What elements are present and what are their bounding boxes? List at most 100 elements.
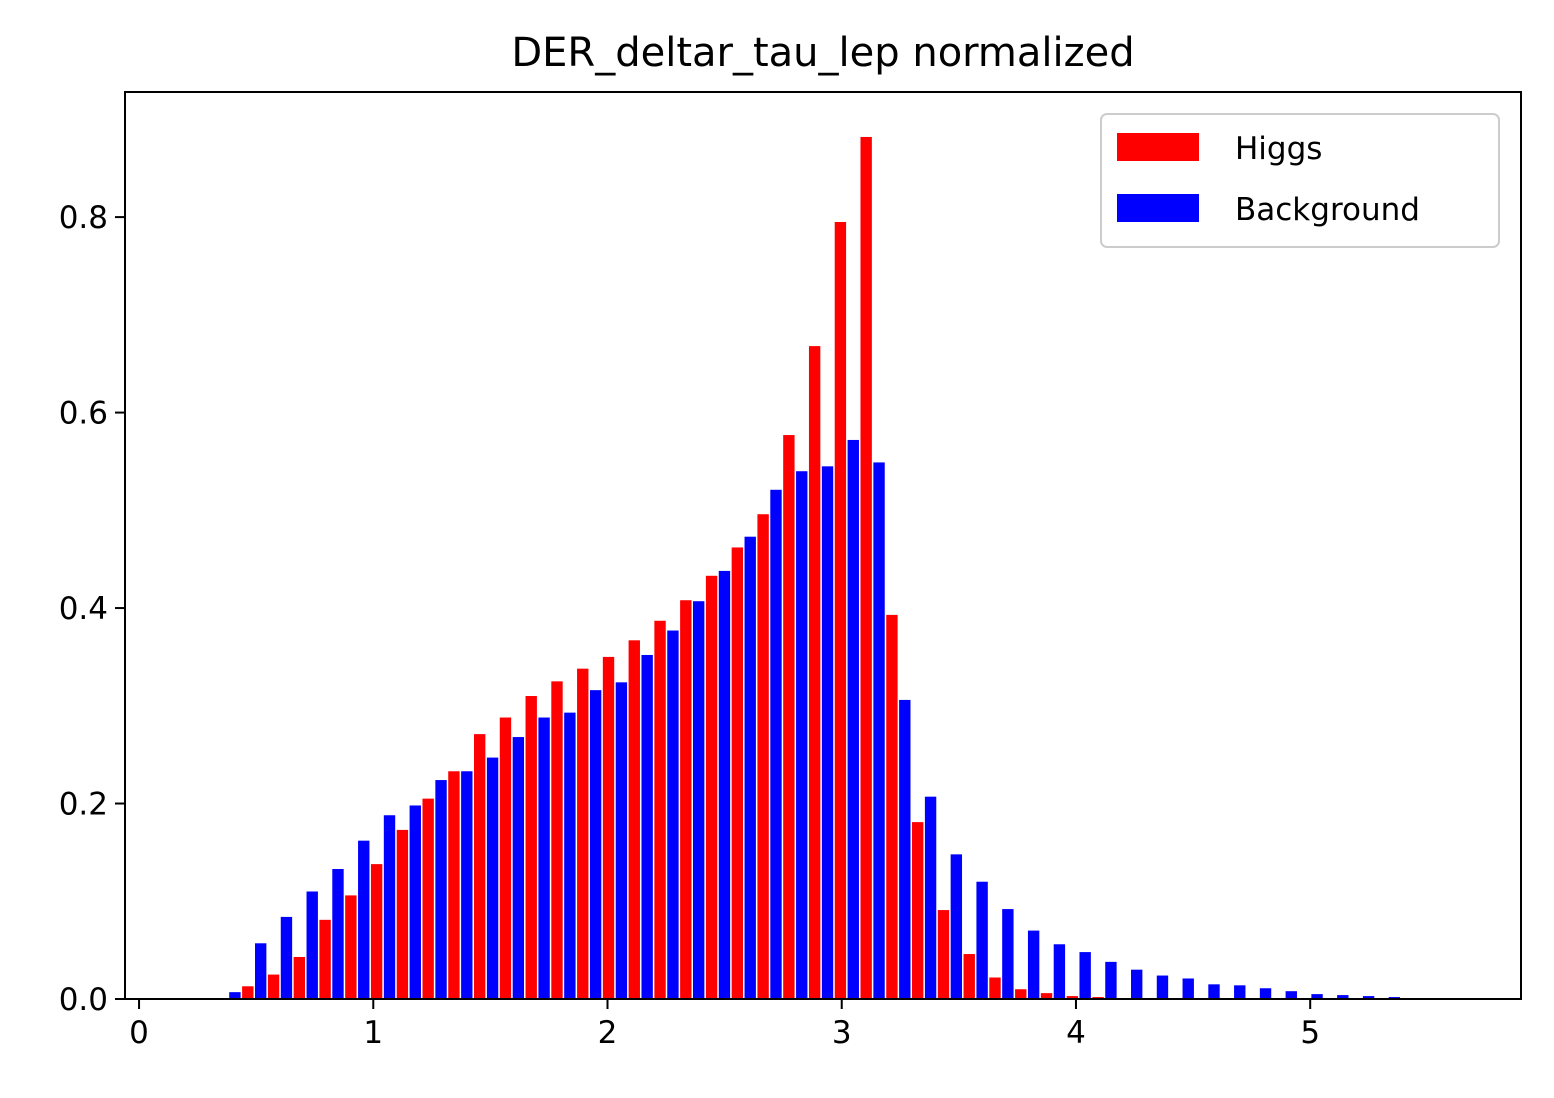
bar-higgs-33 bbox=[1066, 996, 1078, 999]
bar-background-10 bbox=[486, 757, 499, 999]
bar-background-30 bbox=[1002, 909, 1014, 999]
bar-background-24 bbox=[847, 439, 859, 999]
bar-background-27 bbox=[924, 796, 937, 999]
bar-higgs-8 bbox=[422, 798, 434, 999]
y-tick-label: 0.4 bbox=[59, 591, 108, 627]
bar-background-12 bbox=[538, 717, 550, 999]
bar-higgs-13 bbox=[551, 681, 563, 999]
bar-background-4 bbox=[332, 869, 344, 999]
bar-higgs-31 bbox=[1015, 989, 1027, 999]
bar-higgs-3 bbox=[293, 956, 306, 999]
x-tick-label: 5 bbox=[1300, 1015, 1320, 1051]
bar-higgs-15 bbox=[602, 656, 615, 999]
bar-background-44 bbox=[1362, 996, 1375, 999]
bar-background-29 bbox=[976, 881, 988, 999]
bar-background-36 bbox=[1156, 975, 1169, 999]
bar-higgs-24 bbox=[834, 221, 847, 1000]
bar-background-15 bbox=[615, 682, 628, 999]
bar-background-43 bbox=[1337, 995, 1349, 999]
bar-background-31 bbox=[1027, 930, 1040, 999]
legend-swatch-higgs bbox=[1117, 133, 1199, 161]
bar-background-35 bbox=[1131, 969, 1143, 999]
x-axis: 0 1 2 3 4 5 bbox=[129, 999, 1320, 1051]
bar-background-20 bbox=[744, 536, 756, 999]
bar-higgs-20 bbox=[731, 547, 744, 999]
bar-higgs-17 bbox=[654, 620, 666, 999]
bar-background-11 bbox=[512, 737, 525, 999]
bar-background-14 bbox=[589, 690, 602, 999]
bar-background-37 bbox=[1182, 978, 1194, 999]
x-tick-label: 4 bbox=[1066, 1015, 1086, 1051]
bar-higgs-27 bbox=[912, 822, 924, 999]
bar-higgs-23 bbox=[808, 346, 821, 999]
bar-higgs-5 bbox=[345, 895, 357, 999]
bar-higgs-28 bbox=[937, 910, 950, 999]
bar-higgs-7 bbox=[396, 829, 409, 999]
bar-higgs-14 bbox=[577, 668, 589, 999]
bar-background-32 bbox=[1053, 944, 1066, 999]
bar-background-38 bbox=[1208, 984, 1220, 999]
y-tick-label: 0.2 bbox=[59, 787, 108, 823]
legend-label-background: Background bbox=[1235, 192, 1420, 228]
y-tick-label: 0.8 bbox=[59, 200, 108, 236]
bar-background-21 bbox=[770, 489, 782, 999]
legend-swatch-background bbox=[1117, 194, 1199, 222]
bar-higgs-26 bbox=[886, 614, 898, 999]
bar-background-25 bbox=[873, 462, 885, 999]
bar-background-34 bbox=[1105, 961, 1117, 999]
x-tick-label: 1 bbox=[363, 1015, 383, 1051]
bar-higgs-16 bbox=[628, 640, 640, 999]
bar-background-17 bbox=[667, 630, 679, 999]
bar-higgs-22 bbox=[783, 435, 795, 999]
bar-higgs-32 bbox=[1040, 993, 1053, 999]
y-tick-label: 0.6 bbox=[59, 396, 108, 432]
bar-higgs-10 bbox=[474, 734, 486, 999]
bar-background-7 bbox=[409, 805, 421, 999]
y-tick-label: 0.0 bbox=[59, 982, 108, 1018]
x-tick-label: 3 bbox=[832, 1015, 852, 1051]
chart-title: DER_deltar_tau_lep normalized bbox=[511, 30, 1134, 76]
bar-background-39 bbox=[1234, 985, 1246, 999]
bar-background-6 bbox=[383, 815, 396, 999]
bar-higgs-29 bbox=[963, 954, 975, 999]
bar-background-28 bbox=[950, 854, 963, 999]
bar-background-26 bbox=[899, 699, 911, 999]
bar-higgs-12 bbox=[525, 696, 537, 999]
bar-higgs-18 bbox=[680, 600, 692, 999]
bar-higgs-9 bbox=[448, 771, 460, 999]
bar-higgs-11 bbox=[499, 717, 512, 999]
bar-higgs-30 bbox=[989, 977, 1001, 999]
bar-background-19 bbox=[718, 570, 731, 999]
legend: Higgs Background bbox=[1100, 113, 1500, 248]
x-tick-label: 0 bbox=[129, 1015, 149, 1051]
bar-background-41 bbox=[1285, 991, 1297, 999]
legend-box bbox=[1100, 113, 1500, 248]
bar-higgs-6 bbox=[370, 864, 383, 999]
bar-higgs-1 bbox=[242, 986, 254, 999]
bar-higgs-2 bbox=[267, 974, 280, 999]
bar-background-2 bbox=[280, 916, 293, 999]
bar-background-0 bbox=[229, 992, 241, 999]
bar-higgs-19 bbox=[705, 575, 718, 999]
bar-background-22 bbox=[796, 471, 808, 1000]
bar-background-9 bbox=[461, 771, 473, 999]
bar-background-18 bbox=[693, 601, 705, 999]
legend-label-higgs: Higgs bbox=[1235, 131, 1322, 167]
bar-higgs-21 bbox=[757, 514, 769, 999]
bar-background-33 bbox=[1079, 952, 1091, 999]
bar-background-5 bbox=[358, 840, 370, 999]
y-axis: 0.0 0.2 0.4 0.6 0.8 bbox=[59, 200, 125, 1018]
x-tick-label: 2 bbox=[598, 1015, 618, 1051]
plot-frame bbox=[124, 91, 1522, 1000]
bar-background-40 bbox=[1259, 988, 1272, 999]
bar-background-16 bbox=[641, 654, 653, 999]
bars-group bbox=[229, 136, 1401, 1000]
bar-background-3 bbox=[306, 891, 318, 999]
bar-background-1 bbox=[255, 943, 267, 999]
bar-background-13 bbox=[564, 712, 576, 999]
bar-higgs-25 bbox=[860, 136, 872, 999]
bar-higgs-4 bbox=[319, 919, 331, 999]
bar-background-42 bbox=[1311, 994, 1323, 999]
bar-background-23 bbox=[821, 466, 834, 1000]
